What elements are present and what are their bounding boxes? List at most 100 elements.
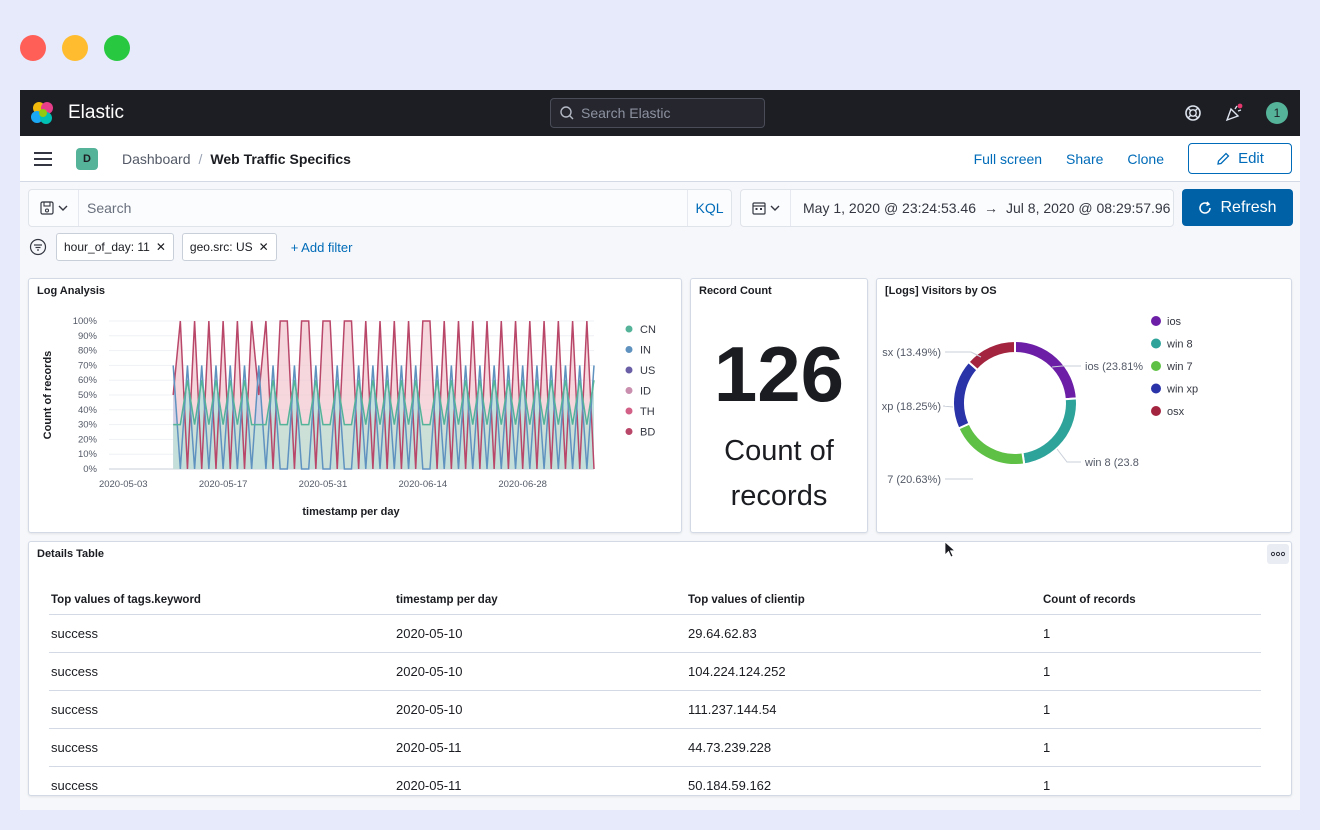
column-header[interactable]: Top values of clientip xyxy=(686,586,1041,615)
table-cell: success xyxy=(49,690,394,729)
series-line xyxy=(173,380,595,426)
legend-swatch xyxy=(1151,383,1161,394)
table-cell: success xyxy=(49,728,394,767)
callout-line xyxy=(942,405,954,408)
table-cell: 1 xyxy=(1041,690,1261,729)
global-search-input[interactable]: Search Elastic xyxy=(550,98,765,128)
window-minimize-button[interactable] xyxy=(62,35,88,61)
date-end[interactable]: Jul 8, 2020 @ 08:29:57.96 xyxy=(1006,200,1171,216)
brand-name: Elastic xyxy=(68,102,124,123)
quick-date-menu[interactable] xyxy=(741,190,791,226)
x-tick-label: 2020-05-03 xyxy=(99,479,148,490)
legend-label: TH xyxy=(640,406,655,418)
table-cell: 1 xyxy=(1041,766,1261,795)
filter-pill[interactable]: geo.src: US ✕ xyxy=(181,233,277,261)
callout-line xyxy=(1056,448,1081,463)
table-cell: 50.184.59.162 xyxy=(686,766,1041,795)
more-icon xyxy=(1270,551,1286,557)
callout-line xyxy=(945,351,982,358)
share-link[interactable]: Share xyxy=(1066,150,1104,167)
edit-button-label: Edit xyxy=(1238,150,1264,167)
query-bar: Search KQL May 1, 2020 @ 23:24:53.46 → J… xyxy=(28,189,1293,227)
table-cell: success xyxy=(49,652,394,691)
refresh-button[interactable]: Refresh xyxy=(1182,189,1293,226)
metric-caption-line: Count of xyxy=(724,435,834,467)
legend-label: win xp xyxy=(1166,384,1198,396)
refresh-icon xyxy=(1199,201,1212,214)
column-header[interactable]: timestamp per day xyxy=(394,586,686,615)
pie-slice xyxy=(1014,339,1078,401)
pencil-icon xyxy=(1217,152,1230,165)
slice-callout-label: 7 (20.63%) xyxy=(887,474,941,486)
top-nav-bar: Elastic Search Elastic 1 xyxy=(20,90,1300,136)
y-tick-label: 70% xyxy=(78,360,98,371)
visitors-by-os-chart[interactable]: ios (23.81% ios win 8 (23.8 win 8 7 (20.63%)… xyxy=(877,279,1291,532)
pie-slice xyxy=(967,339,1016,372)
menu-icon[interactable] xyxy=(34,151,52,166)
panel-options-button[interactable] xyxy=(1267,544,1289,564)
close-icon[interactable]: ✕ xyxy=(258,240,269,254)
panel-title: Record Count xyxy=(699,285,772,297)
filter-icon[interactable] xyxy=(28,237,48,257)
filter-pill[interactable]: hour_of_day: 11 ✕ xyxy=(56,233,174,261)
column-header[interactable]: Count of records xyxy=(1041,586,1261,615)
table-header-row: Top values of tags.keyword timestamp per… xyxy=(49,586,1261,615)
log-analysis-chart[interactable]: 100%90%80%70%60%50%40%30%20%10%0%2020-05… xyxy=(29,279,681,532)
space-badge[interactable]: D xyxy=(76,147,98,170)
date-start[interactable]: May 1, 2020 @ 23:24:53.46 xyxy=(803,200,976,216)
legend-swatch xyxy=(625,407,633,415)
table-cell: 2020-05-11 xyxy=(394,728,686,767)
legend-swatch xyxy=(1151,406,1161,416)
edit-button[interactable]: Edit xyxy=(1188,143,1292,174)
y-tick-label: 80% xyxy=(78,346,98,357)
series-line xyxy=(172,320,595,470)
pie-slice xyxy=(952,360,979,430)
callout-line xyxy=(1051,365,1081,368)
elastic-logo-icon[interactable] xyxy=(30,100,56,126)
y-tick-label: 10% xyxy=(78,449,98,460)
window-close-button[interactable] xyxy=(20,35,46,61)
table-cell: success xyxy=(49,614,394,653)
filter-pill-label: geo.src: US xyxy=(189,240,253,254)
global-search-placeholder: Search Elastic xyxy=(581,105,671,121)
saved-query-menu[interactable] xyxy=(29,190,79,226)
legend-label: IN xyxy=(640,345,651,357)
y-tick-label: 30% xyxy=(78,420,98,431)
y-tick-label: 20% xyxy=(78,434,98,445)
y-tick-label: 50% xyxy=(78,390,98,401)
table-row: success 2020-05-10 111.237.144.54 1 xyxy=(49,690,1261,729)
legend-label: US xyxy=(640,365,655,377)
slice-callout-label: ios (23.81% xyxy=(1085,361,1143,373)
add-filter-button[interactable]: + Add filter xyxy=(290,239,353,255)
panel-title: Details Table xyxy=(37,548,105,560)
table-cell: 1 xyxy=(1041,614,1261,653)
table-cell: 2020-05-10 xyxy=(394,614,686,653)
legend-swatch xyxy=(1151,316,1161,326)
table-cell: 44.73.239.228 xyxy=(686,728,1041,767)
y-tick-label: 0% xyxy=(83,464,97,475)
slice-callout-label: xp (18.25%) xyxy=(882,401,941,413)
user-avatar[interactable]: 1 xyxy=(1266,102,1288,124)
window-maximize-button[interactable] xyxy=(104,35,130,61)
query-language-button[interactable]: KQL xyxy=(687,190,731,226)
legend-swatch xyxy=(625,428,633,435)
news-feed-icon[interactable] xyxy=(1224,103,1244,123)
column-header[interactable]: Top values of tags.keyword xyxy=(49,586,394,615)
mouse-cursor-icon xyxy=(944,541,956,558)
full-screen-link[interactable]: Full screen xyxy=(973,150,1043,167)
legend-label: win 7 xyxy=(1166,361,1193,373)
close-icon[interactable]: ✕ xyxy=(155,240,166,254)
legend-swatch xyxy=(625,366,633,374)
query-search-input[interactable]: Search xyxy=(87,200,132,216)
breadcrumb-separator: / xyxy=(198,150,203,167)
y-tick-label: 100% xyxy=(73,316,98,327)
legend-label: osx xyxy=(1167,406,1185,418)
legend-label: BD xyxy=(640,427,655,439)
legend-swatch xyxy=(625,387,633,394)
metric-caption-line: records xyxy=(730,480,828,512)
help-icon[interactable] xyxy=(1184,104,1202,122)
clone-link[interactable]: Clone xyxy=(1127,150,1164,167)
breadcrumb-dashboard[interactable]: Dashboard xyxy=(122,150,191,167)
save-icon xyxy=(39,201,54,215)
details-table-panel: Details Table Top values of tags.keyword… xyxy=(28,541,1292,796)
